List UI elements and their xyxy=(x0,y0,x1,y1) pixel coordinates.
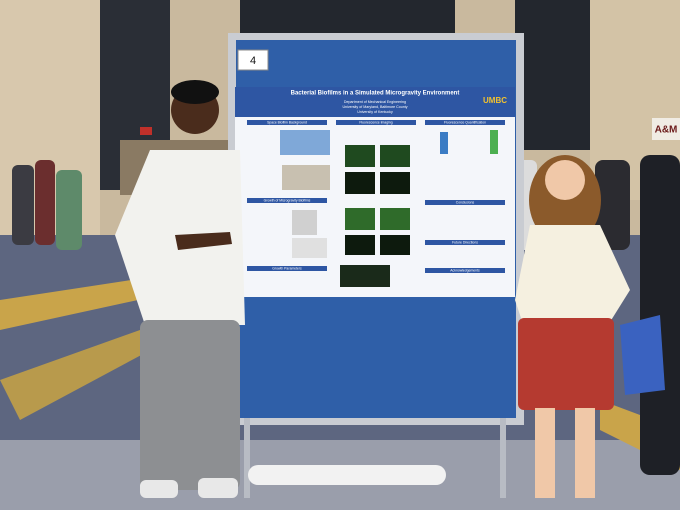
board-leg xyxy=(500,418,506,498)
section-title: Fluorescence Quantification xyxy=(444,120,486,124)
section-title: Fluorescence Imaging xyxy=(359,120,392,124)
section-title: Space Biofilm Background xyxy=(267,120,307,124)
microscopy-image xyxy=(380,208,410,230)
person xyxy=(12,165,34,245)
banner-text: A&M xyxy=(655,125,678,136)
hair xyxy=(171,80,219,104)
microscopy-image xyxy=(380,235,410,255)
exit-sign xyxy=(140,127,152,135)
section-title: Future Directions xyxy=(452,240,478,244)
section-title: Conclusions xyxy=(456,200,475,204)
section-bar xyxy=(247,120,327,125)
banner xyxy=(652,118,680,140)
section-title: Growth Parameters xyxy=(272,266,302,270)
person xyxy=(35,160,55,245)
section-bar xyxy=(425,240,505,245)
person xyxy=(595,160,630,250)
microscopy-image xyxy=(380,172,410,194)
doorway xyxy=(240,0,455,35)
microscopy-image xyxy=(345,145,375,167)
poster-logo: UMBC xyxy=(483,96,507,105)
leg xyxy=(535,408,555,498)
leg xyxy=(575,408,595,498)
number-sign xyxy=(237,49,269,71)
poster-affiliation: University of Maryland, Baltimore County xyxy=(342,105,407,109)
section-title: Growth of Microgravity Biofilms xyxy=(264,198,311,202)
arm xyxy=(175,232,232,250)
poster-header xyxy=(235,87,515,117)
poster-figure xyxy=(292,210,317,235)
poster-title: Bacterial Biofilms in a Simulated Microg… xyxy=(291,91,460,97)
poster-tube xyxy=(248,465,446,485)
trousers xyxy=(140,320,240,490)
section-title: Acknowledgements xyxy=(450,268,480,272)
head xyxy=(545,160,585,200)
poster-affiliation: University of Kentucky xyxy=(357,110,393,114)
doorway xyxy=(515,0,590,150)
carpet-stripe xyxy=(0,330,160,420)
shoe xyxy=(198,478,238,498)
poster-affiliation: Department of Mechanical Engineering xyxy=(344,100,406,104)
microscopy-image xyxy=(380,145,410,167)
section-bar xyxy=(247,198,327,203)
section-bar xyxy=(425,268,505,273)
chart-bar xyxy=(490,130,498,154)
shoe xyxy=(140,480,178,498)
chart-bar xyxy=(440,132,448,154)
skirt xyxy=(518,318,614,410)
poster-figure xyxy=(280,130,330,155)
section-bar xyxy=(425,200,505,205)
person xyxy=(56,170,82,250)
poster-figure xyxy=(292,238,327,258)
microscopy-image xyxy=(345,235,375,255)
section-bar xyxy=(425,120,505,125)
section-bar xyxy=(336,120,416,125)
blouse xyxy=(515,225,630,330)
poster-figure xyxy=(282,165,330,190)
microscopy-image xyxy=(340,265,390,287)
number-sign-text: 4 xyxy=(250,55,256,67)
microscopy-image xyxy=(345,208,375,230)
section-bar xyxy=(247,266,327,271)
shopping-bag xyxy=(620,315,665,395)
board-leg xyxy=(244,418,250,498)
microscopy-image xyxy=(345,172,375,194)
